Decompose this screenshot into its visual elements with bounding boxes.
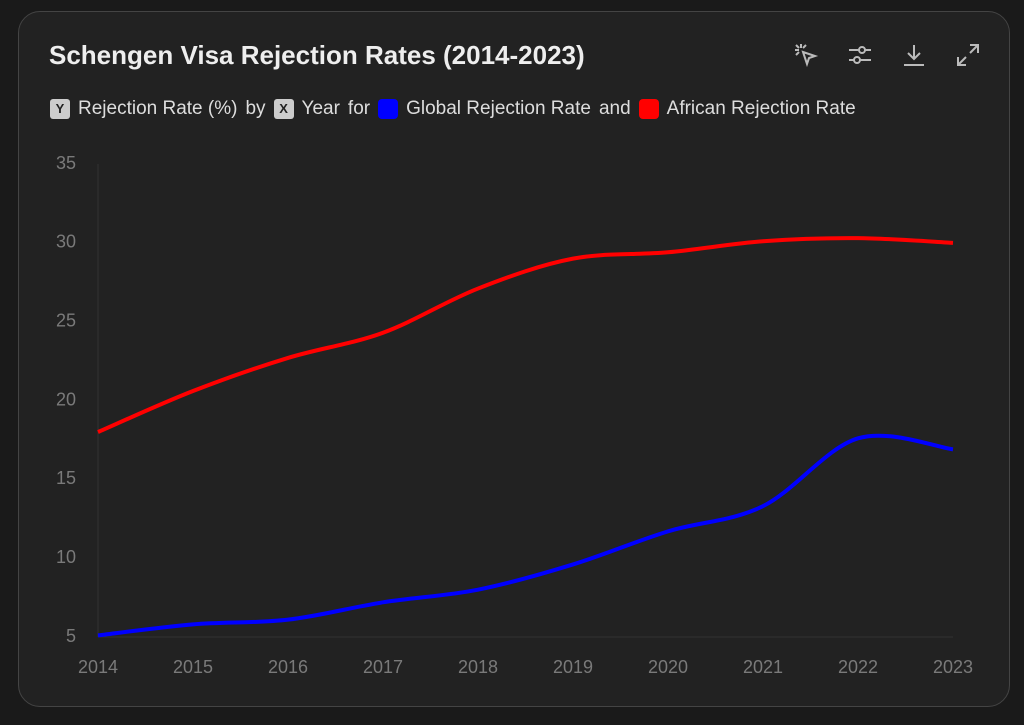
x-tick-label: 2015 — [173, 657, 213, 677]
y-label: Rejection Rate (%) — [78, 98, 238, 119]
y-tick-label: 15 — [56, 468, 76, 488]
expand-icon[interactable] — [955, 42, 981, 68]
toolbar — [793, 42, 981, 68]
download-icon[interactable] — [901, 42, 927, 68]
x-badge: X — [273, 99, 294, 119]
chart: 5 10 15 20 25 30 35 2014 2015 2016 2017 2018 2019 202… — [56, 153, 973, 677]
y-tick-label: 20 — [56, 389, 76, 409]
y-tick-label: 30 — [56, 232, 76, 252]
legend-swatch — [378, 99, 399, 119]
x-tick-label: 2017 — [363, 657, 403, 677]
line-series — [97, 433, 954, 638]
x-tick-label: 2021 — [743, 657, 783, 677]
legend-entry: African Rejection Rate — [666, 98, 856, 119]
x-tick-label: 2022 — [838, 657, 878, 677]
select-icon[interactable] — [793, 42, 819, 68]
chart-card: 5 10 15 20 25 30 35 2014 2015 2016 2017 2018 2019 202… — [18, 11, 1010, 707]
line-series — [97, 236, 954, 434]
y-badge: Y — [50, 99, 70, 119]
legend-entry: Global Rejection Rate — [406, 98, 591, 119]
x-tick-label: 2018 — [458, 657, 498, 677]
settings-icon[interactable] — [847, 42, 873, 68]
legend: Y Rejection Rate (%) by X Year for Globa… — [50, 98, 856, 120]
x-tick-label: 2023 — [933, 657, 973, 677]
x-tick-label: 2019 — [553, 657, 593, 677]
legend-word: by — [245, 98, 266, 119]
y-tick-label: 10 — [56, 547, 76, 567]
y-tick-label: 25 — [56, 310, 76, 330]
legend-word: and — [598, 98, 631, 119]
x-tick-label: 2016 — [268, 657, 308, 677]
x-label: Year — [301, 98, 340, 119]
x-tick-label: 2020 — [648, 657, 688, 677]
x-tick-label: 2014 — [78, 657, 118, 677]
chart-title: Schengen Visa Rejection Rates (2014-2023… — [49, 40, 585, 70]
legend-word: for — [347, 98, 371, 119]
y-tick-label: 35 — [56, 153, 76, 173]
y-tick-label: 5 — [66, 626, 76, 646]
legend-swatch — [638, 99, 659, 119]
